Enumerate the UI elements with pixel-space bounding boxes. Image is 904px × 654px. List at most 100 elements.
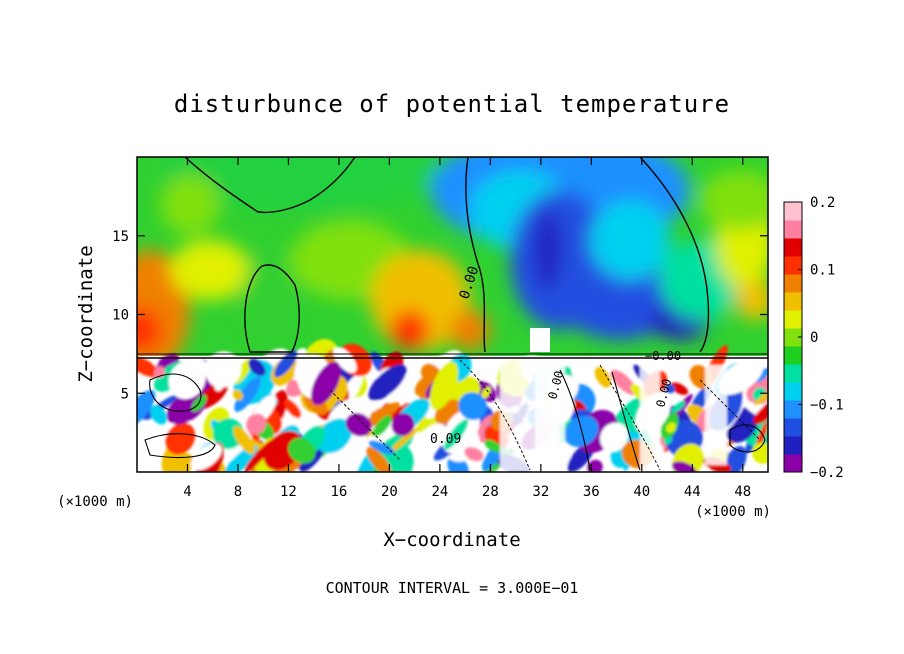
colorbar-swatch bbox=[784, 364, 802, 383]
y-tick-label: 5 bbox=[121, 386, 129, 402]
y-axis-label: Z−coordinate bbox=[75, 245, 97, 382]
colorbar: 0.2 0.1 0 −0.1 −0.2 bbox=[783, 195, 844, 481]
field-streak bbox=[137, 356, 160, 378]
field-white-column bbox=[535, 360, 565, 472]
field-streak bbox=[244, 439, 275, 472]
field-white-column bbox=[705, 365, 727, 465]
colorbar-swatch bbox=[784, 418, 802, 437]
colorbar-tick-label: 0.1 bbox=[810, 263, 835, 279]
field-streak bbox=[346, 446, 360, 460]
x-tick-label: 8 bbox=[234, 484, 242, 500]
field-streak bbox=[288, 438, 316, 464]
colorbar-swatch bbox=[784, 292, 802, 311]
field-streak bbox=[564, 415, 599, 447]
x-tick-label: 32 bbox=[532, 484, 549, 500]
field-streak bbox=[150, 405, 168, 425]
field-streak bbox=[599, 422, 629, 452]
contour-interval-note: CONTOUR INTERVAL = 3.000E−01 bbox=[326, 579, 579, 597]
field-streak bbox=[671, 461, 697, 472]
colorbar-swatch bbox=[784, 238, 802, 257]
field-streak bbox=[443, 419, 469, 450]
field-streak bbox=[429, 361, 459, 411]
field-streak bbox=[345, 413, 372, 437]
field-streak bbox=[190, 443, 222, 471]
field-streak bbox=[366, 446, 392, 472]
x-unit-right: (×1000 m) bbox=[695, 504, 771, 520]
colorbar-swatch bbox=[784, 346, 802, 365]
field-streak bbox=[388, 427, 419, 454]
field-streak bbox=[232, 389, 243, 401]
field-white-column bbox=[640, 362, 660, 470]
colorbar-swatch bbox=[784, 220, 802, 239]
colorbar-swatch bbox=[784, 274, 802, 293]
field-streak bbox=[671, 401, 686, 413]
field-streak bbox=[234, 376, 262, 412]
x-tick-label: 4 bbox=[183, 484, 191, 500]
x-tick-label: 20 bbox=[381, 484, 398, 500]
field-streak bbox=[204, 351, 242, 388]
field-streak bbox=[274, 349, 298, 378]
field-streak bbox=[311, 361, 341, 406]
x-unit-left: (×1000 m) bbox=[57, 494, 133, 510]
colorbar-swatch bbox=[784, 310, 802, 329]
x-tick-label: 12 bbox=[280, 484, 297, 500]
y-tick-label: 10 bbox=[112, 308, 129, 324]
field-streak bbox=[316, 418, 353, 454]
field-streak bbox=[284, 399, 302, 419]
field-streak bbox=[665, 384, 676, 394]
field-streak bbox=[481, 386, 491, 399]
lower-field bbox=[137, 338, 768, 472]
y-tick-label: 15 bbox=[112, 229, 129, 245]
colorbar-swatch bbox=[784, 328, 802, 347]
contour-lines bbox=[137, 157, 768, 359]
field-streak bbox=[464, 447, 484, 462]
colorbar-swatch bbox=[784, 400, 802, 419]
x-tick-label: 48 bbox=[734, 484, 751, 500]
contour-label-3: 0.09 bbox=[430, 432, 461, 447]
field-streak bbox=[753, 385, 768, 406]
field-streak bbox=[447, 455, 469, 472]
field-streak bbox=[368, 440, 395, 455]
plot-area: 0.00 0.00 0.09 0.00 −0.00 bbox=[137, 157, 768, 472]
field-streak bbox=[372, 415, 392, 437]
x-axis-label: X−coordinate bbox=[383, 529, 520, 551]
field-streak bbox=[137, 423, 156, 460]
field-streak bbox=[246, 413, 267, 435]
field-streak bbox=[391, 413, 415, 437]
field-streak bbox=[368, 364, 407, 401]
colorbar-swatch bbox=[784, 202, 802, 221]
upper-field bbox=[137, 157, 768, 370]
x-tick-label: 44 bbox=[684, 484, 701, 500]
field-streak bbox=[177, 367, 200, 387]
x-tick-label: 36 bbox=[583, 484, 600, 500]
field-streak bbox=[670, 382, 689, 395]
x-axis: 4 8 12 16 20 24 28 32 36 40 44 48 bbox=[183, 157, 751, 500]
field-streak bbox=[171, 453, 194, 472]
dashed-contours bbox=[329, 359, 761, 471]
x-tick-label: 16 bbox=[330, 484, 347, 500]
colorbar-tick-label: −0.2 bbox=[810, 465, 844, 481]
colorbar-tick-label: 0 bbox=[810, 330, 818, 346]
x-tick-label: 40 bbox=[633, 484, 650, 500]
field-streak bbox=[666, 422, 676, 433]
x-tick-label: 28 bbox=[482, 484, 499, 500]
field-streak bbox=[566, 359, 597, 379]
field-streak bbox=[192, 359, 214, 376]
chart-title: disturbunce of potential temperature bbox=[174, 90, 730, 118]
contour-label-5: −0.00 bbox=[645, 349, 681, 363]
field-streak bbox=[416, 421, 446, 440]
x-tick-label: 24 bbox=[431, 484, 448, 500]
colorbar-swatch bbox=[784, 256, 802, 275]
field-streak bbox=[663, 436, 673, 445]
y-axis: 5 10 15 bbox=[112, 229, 768, 402]
field-streak bbox=[233, 426, 256, 455]
field-streak bbox=[165, 422, 196, 455]
field-streak bbox=[248, 358, 266, 376]
field-streak bbox=[718, 358, 764, 395]
field-streak bbox=[137, 390, 156, 429]
upper-white-patch bbox=[530, 328, 550, 352]
field-streak bbox=[610, 369, 637, 395]
field-streak bbox=[458, 392, 487, 421]
